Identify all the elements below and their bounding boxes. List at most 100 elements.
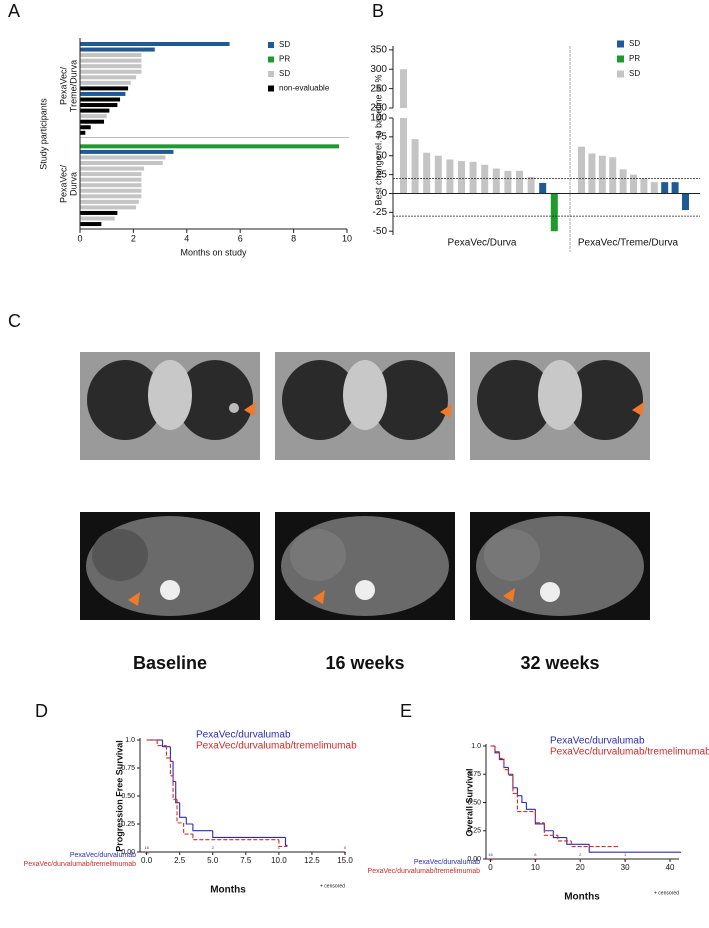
at-risk-number: 2 [579,852,582,857]
survival-step [516,793,536,813]
y-tick-label: 0.75 [467,771,481,778]
survival-step [512,775,518,795]
bar [80,172,142,177]
panel-label: A [8,1,20,21]
x-axis-label: Months [210,885,246,896]
at-risk-number: 0 [344,850,347,855]
image-caption: Baseline [133,653,207,673]
survival-step [183,822,193,835]
bar [80,75,137,80]
bar [516,170,523,194]
legend-swatch [617,55,624,63]
survival-step [179,802,187,818]
legend-swatch [617,40,624,48]
x-tick-label: 12.5 [304,856,320,865]
ct-chest-16w [275,352,455,460]
survival-step [588,844,679,853]
at-risk-number: 6 [534,857,537,862]
ct-chest-32w [470,352,650,460]
at-risk-number: 19 [488,857,493,862]
x-tick-label: 0 [488,863,493,872]
survival-step [185,817,193,825]
legend-label: SD [279,40,290,49]
bar [80,155,166,160]
bar [588,153,596,194]
x-tick-label: 10 [531,863,540,872]
y-axis-label: Best change rel. to baseline in % [373,74,383,205]
bar [578,146,585,194]
group-label: PexaVec/ [58,66,68,105]
y-axis-label: Study participants [38,98,48,170]
at-risk-number: 2 [579,857,582,862]
y-tick-label: 75 [376,132,388,143]
survival-step [498,751,504,759]
at-risk-number: 0 [344,845,347,850]
censored-note: + censored [654,890,679,896]
x-tick-label: 10.0 [271,856,287,865]
legend-label: PR [279,55,290,64]
legend-label: non-evaluable [279,84,330,93]
survival-step [278,839,286,847]
x-tick-label: 10 [342,233,352,243]
survival-step [503,758,509,771]
at-risk-number: 0 [624,857,627,862]
survival-step [534,811,545,824]
y-tick-label: 0.50 [467,799,481,806]
panel-label: E [400,701,412,721]
y-tick-label: 200 [370,103,387,114]
ct-chest-baseline [80,352,260,460]
survival-step [512,774,518,789]
bar [80,53,142,58]
ct-abdomen-baseline [80,512,260,620]
bar [80,161,163,165]
survival-step [169,757,174,777]
at-risk-number: 19 [144,850,149,855]
bar [80,177,142,182]
bar [492,168,500,194]
bar [80,58,142,63]
bar [411,139,419,194]
group-label: PexaVec/Treme/Durva [578,238,679,249]
risk-row-label: PexaVec/durvalumab/tremelimumab [24,861,137,868]
y-tick-label: 300 [370,64,387,75]
y-tick-label: 0.25 [467,828,481,835]
bar [80,210,118,215]
y-axis-label: Progression Free Survival [114,740,124,852]
bar [80,42,230,46]
survival-step [503,759,509,769]
bar [80,125,91,130]
bar-lower-part [400,118,407,194]
legend-label: SD [279,69,290,78]
at-risk-number: 1 [278,850,281,855]
x-tick-label: 20 [576,863,585,872]
at-risk-number: 2 [212,845,215,850]
legend-label: PexaVec/durvalumab/tremelimumab [550,747,709,758]
y-tick-label: -25 [373,207,388,218]
y-tick-label: 250 [370,83,387,94]
y-tick-label: 1.0 [471,743,481,750]
y-tick-label: 0.00 [467,856,481,863]
bar [661,182,669,194]
panel-label: C [8,311,21,331]
bar [550,193,558,232]
survival-step [212,830,286,838]
bar [80,47,155,52]
survival-step [566,837,590,845]
y-tick-label: -50 [373,226,388,237]
bar [80,91,126,96]
bar [640,178,648,194]
legend-swatch [268,85,274,92]
bar [671,182,679,194]
bar [80,216,115,221]
y-tick-label: 0 [381,188,387,199]
x-tick-label: 2.5 [174,856,186,865]
at-risk-number: 1 [624,852,627,857]
x-tick-label: 30 [621,863,630,872]
bar [80,222,102,227]
y-axis-label: Overall Survival [464,768,474,836]
bar [80,194,142,199]
survival-step [507,769,513,776]
x-tick-label: 15.0 [337,856,353,865]
x-tick-label: 8 [291,233,296,243]
bar [481,164,489,194]
